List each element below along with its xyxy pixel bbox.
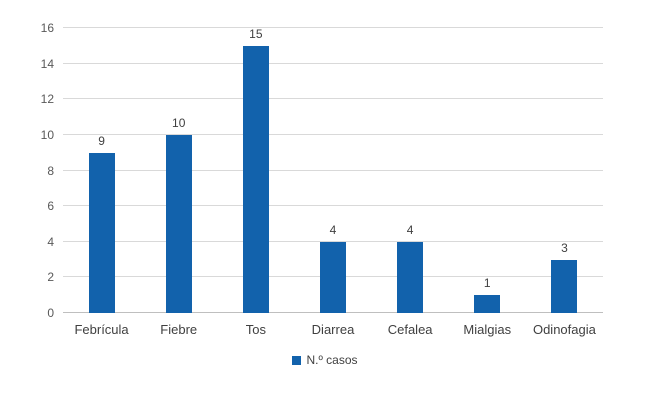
data-label-cefalea: 4 [406,222,414,237]
y-tick-label-6: 6 [47,199,54,214]
gridline-y-16 [63,27,603,28]
y-axis: 0 2 4 6 8 10 12 14 16 [0,21,54,320]
x-label-cefalea: Cefalea [387,322,433,337]
y-tick-label-4: 4 [47,234,54,249]
gridline-y-12 [63,98,603,100]
bar-febrícula [88,152,115,313]
x-axis: Febrícula Fiebre Tos Diarrea Cefalea Mialgias… [63,322,603,337]
gridline-y-4 [63,240,603,242]
x-label-diarrea: Diarrea [311,322,355,337]
data-label-febrícula: 9 [98,133,105,148]
legend: N.º casos [0,353,650,367]
gridline-y-6 [63,205,603,207]
y-tick-label-10: 10 [40,127,54,142]
x-label-odinofagia: Odinofagia [532,322,596,337]
gridline-y-14 [63,62,603,64]
bar-odinofagia [551,259,578,313]
y-tick-label-0: 0 [47,306,54,320]
data-label-tos: 15 [249,26,263,41]
gridline-y-10 [63,133,603,135]
x-label-tos: Tos [245,322,266,337]
plot-area: 9 10 15 4 4 1 3 [63,26,603,313]
data-label-diarrea: 4 [329,222,337,237]
data-label-odinofagia: 3 [561,240,568,255]
bar-mialgias [474,295,501,313]
y-tick-label-16: 16 [40,21,54,35]
bar-diarrea [320,241,346,313]
x-label-fiebre: Fiebre [160,322,198,337]
bar-tos [242,45,269,313]
data-label-mialgias: 1 [483,276,491,291]
y-tick-label-14: 14 [40,56,54,71]
bar-cefalea [397,241,424,313]
y-tick-label-8: 8 [47,163,54,178]
gridline-y-8 [63,169,603,171]
data-label-fiebre: 10 [172,115,186,130]
y-tick-label-2: 2 [47,270,54,285]
bar-fiebre [165,134,192,313]
y-tick-label-12: 12 [40,92,54,107]
x-label-mialgias: Mialgias [463,322,512,337]
legend-swatch-icon [292,355,302,365]
legend-label: N.º casos [306,353,358,367]
x-label-febrícula: Febrícula [74,322,129,337]
